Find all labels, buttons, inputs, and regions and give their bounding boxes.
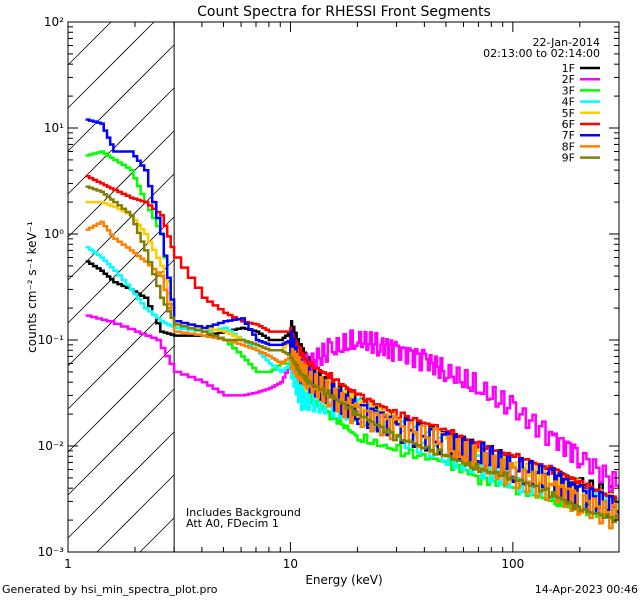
annotation-attenuator: Att A0, FDecim 1	[186, 517, 279, 530]
y-tick-label: 10⁻²	[38, 439, 65, 453]
generation-timestamp: 14-Apr-2023 00:46	[534, 583, 638, 596]
legend-label-4F: 4F	[562, 96, 575, 109]
x-tick-label: 1	[64, 557, 72, 571]
hatch-line	[139, 517, 175, 553]
x-tick-label: 10	[283, 557, 298, 571]
legend-label-2F: 2F	[562, 73, 575, 86]
legend-label-3F: 3F	[562, 84, 575, 97]
hatch-line	[67, 87, 175, 195]
observation-date: 22-Jan-2014	[533, 36, 601, 49]
y-tick-label: 10⁻³	[38, 545, 65, 559]
hatch-line	[96, 474, 175, 553]
plot-frame	[67, 21, 620, 553]
hatch-line	[67, 21, 112, 66]
hatch-line	[67, 345, 175, 453]
time-range: 02:13:00 to 02:14:00	[483, 47, 600, 60]
y-tick-label: 10¹	[44, 121, 64, 135]
chart-title: Count Spectra for RHESSI Front Segments	[197, 4, 491, 20]
series-line-2F	[85, 314, 619, 493]
hatch-line	[67, 388, 175, 496]
legend-label-1F: 1F	[562, 62, 575, 75]
y-tick-label: 10²	[44, 15, 64, 29]
x-tick-label: 100	[501, 557, 524, 571]
generator-note: Generated by hsi_min_spectra_plot.pro	[2, 583, 218, 596]
x-axis-label: Energy (keV)	[305, 573, 382, 587]
annotation-background: Includes Background	[186, 506, 301, 519]
hatch-line	[67, 44, 175, 152]
series-line-7F	[85, 118, 619, 520]
series-lines	[85, 118, 619, 530]
hatch-line	[67, 130, 175, 238]
hatch-line	[67, 431, 175, 539]
y-tick-label: 10⁻¹	[38, 333, 65, 347]
series-line-6F	[85, 175, 619, 504]
y-axis-label: counts cm⁻² s⁻¹ keV⁻¹	[25, 221, 39, 353]
hatch-line	[67, 216, 175, 324]
legend-label-8F: 8F	[562, 140, 575, 153]
x-axis-ticks: 1 10 100	[64, 22, 620, 571]
y-tick-label: 10⁰	[44, 227, 64, 241]
hatch-line	[67, 21, 155, 109]
legend-label-7F: 7F	[562, 129, 575, 142]
legend-label-5F: 5F	[562, 107, 575, 120]
series-line-9F	[85, 185, 619, 524]
legend-label-6F: 6F	[562, 118, 575, 131]
y-axis-ticks: 10⁻³ 10⁻² 10⁻¹ 10⁰ 10¹ 10²	[38, 15, 619, 559]
legend-label-9F: 9F	[562, 152, 575, 165]
